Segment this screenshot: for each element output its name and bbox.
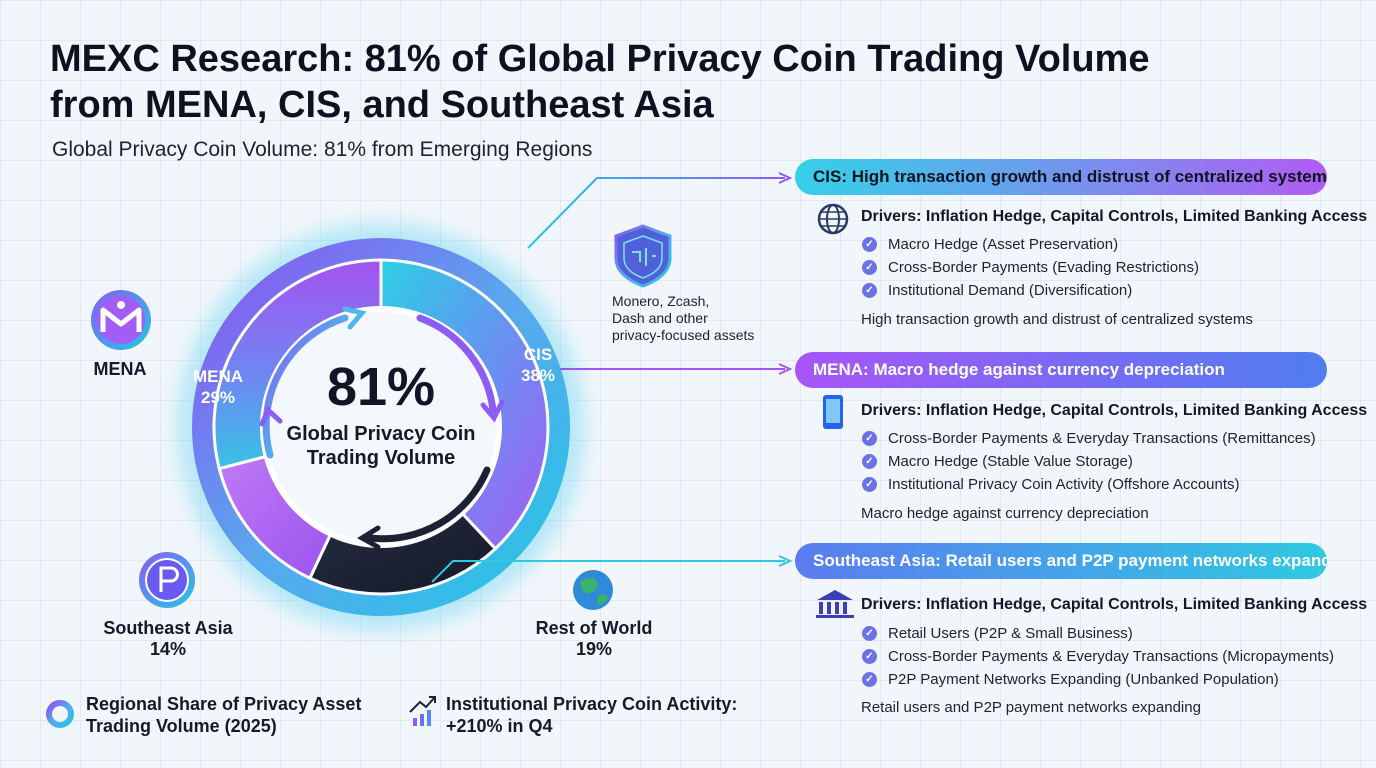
mena-outer-label: MENA — [93, 359, 147, 379]
list-item: ✓ Cross-Border Payments & Everyday Transa… — [862, 429, 1316, 452]
title-line-1: MEXC Research: 81% of Global Privacy Coi… — [50, 38, 1150, 80]
monero-icon — [91, 290, 151, 350]
donut-hole — [263, 309, 499, 545]
check-icon: ✓ — [862, 431, 877, 446]
privacy-assets-line-2: Dash and other — [612, 310, 708, 326]
shield-circuit-icon — [614, 224, 672, 288]
sea-outer-label: Southeast Asia 14% — [88, 618, 248, 660]
donut-legend-icon — [46, 700, 74, 728]
mena-drivers: Drivers: Inflation Hedge, Capital Contro… — [861, 402, 1368, 419]
sea-drivers: Drivers: Inflation Hedge, Capital Contro… — [861, 596, 1368, 613]
list-item: ✓ Cross-Border Payments (Evading Restrict… — [862, 258, 1199, 281]
bank-icon — [816, 590, 854, 618]
list-item: ✓ Institutional Demand (Diversification) — [862, 281, 1199, 304]
sea-outer-name: Southeast Asia — [103, 618, 233, 638]
subtitle: Global Privacy Coin Volume: 81% from Eme… — [52, 138, 593, 161]
legend-institutional-line-1: Institutional Privacy Coin Activity: — [446, 694, 738, 714]
title-line-2: from MENA, CIS, and Southeast Asia — [50, 84, 714, 126]
smartphone-icon — [823, 395, 843, 429]
check-icon: ✓ — [862, 626, 877, 641]
check-icon: ✓ — [862, 283, 877, 298]
cis-pill: CIS: High transaction growth and distrus… — [795, 159, 1327, 195]
center-value: 81% — [326, 357, 436, 417]
list-item: ✓ Retail Users (P2P & Small Business) — [862, 624, 1334, 647]
mena-note: Macro hedge against currency depreciatio… — [861, 505, 1149, 522]
page-title: MEXC Research: 81% of Global Privacy Coi… — [50, 36, 1250, 128]
network-globe-icon — [817, 203, 849, 235]
mena-slice-value: 29% — [200, 388, 236, 407]
sea-connector-line — [431, 560, 785, 583]
cycle-arrows-icon — [259, 306, 505, 550]
cis-bullet-list: ✓ Macro Hedge (Asset Preservation) ✓ Cross… — [862, 235, 1199, 304]
center-caption: Global Privacy Coin Trading Volume — [286, 423, 476, 469]
legend-share: Regional Share of Privacy Asset Trading … — [86, 693, 361, 737]
mena-slice-name: MENA — [192, 367, 244, 386]
list-item: ✓ Institutional Privacy Coin Activity (Of… — [862, 475, 1316, 498]
row-outer-name: Rest of World — [535, 618, 653, 638]
legend-share-line-1: Regional Share of Privacy Asset — [86, 694, 362, 714]
sea-pill: Southeast Asia: Retail users and P2P pay… — [795, 543, 1327, 579]
donut-glow — [178, 224, 584, 630]
legend-share-line-2: Trading Volume (2025) — [86, 716, 277, 736]
donut-outer-ring — [192, 238, 570, 616]
privacy-coin-icon — [139, 552, 195, 608]
privacy-assets-line-3: privacy-focused assets — [612, 327, 755, 343]
mena-bullet-list: ✓ Cross-Border Payments & Everyday Transa… — [862, 429, 1316, 498]
cis-note: High transaction growth and distrust of … — [861, 311, 1253, 328]
donut-slices — [212, 258, 550, 596]
sea-note: Retail users and P2P payment networks ex… — [861, 699, 1201, 716]
mena-slice-label: MENA 29% — [180, 366, 256, 408]
cis-slice-label: CIS 38% — [505, 344, 571, 386]
globe-icon — [573, 570, 613, 610]
row-outer-value: 19% — [575, 639, 613, 659]
sea-connector-arrow — [778, 555, 793, 567]
trend-up-icon — [409, 696, 436, 726]
list-item: ✓ P2P Payment Networks Expanding (Unbanke… — [862, 670, 1334, 693]
sea-outer-value: 14% — [149, 639, 187, 659]
check-icon: ✓ — [862, 649, 877, 664]
check-icon: ✓ — [862, 237, 877, 252]
mena-connector-arrow — [778, 363, 793, 375]
cis-slice-name: CIS — [523, 345, 553, 364]
check-icon: ✓ — [862, 672, 877, 687]
row-outer-label: Rest of World 19% — [520, 618, 668, 660]
list-item: ✓ Cross-Border Payments & Everyday Transa… — [862, 647, 1334, 670]
check-icon: ✓ — [862, 454, 877, 469]
legend-institutional: Institutional Privacy Coin Activity: +21… — [446, 693, 737, 737]
privacy-assets-line-1: Monero, Zcash, — [612, 293, 710, 309]
cis-connector-line — [527, 177, 785, 249]
mena-pill: MENA: Macro hedge against currency depre… — [795, 352, 1327, 388]
privacy-assets-note: Monero, Zcash, Dash and other privacy-fo… — [612, 293, 782, 344]
cis-drivers: Drivers: Inflation Hedge, Capital Contro… — [861, 208, 1368, 225]
sea-bullet-list: ✓ Retail Users (P2P & Small Business) ✓ Cr… — [862, 624, 1334, 693]
list-item: ✓ Macro Hedge (Asset Preservation) — [862, 235, 1199, 258]
list-item: ✓ Macro Hedge (Stable Value Storage) — [862, 452, 1316, 475]
cis-slice-value: 38% — [520, 366, 556, 385]
check-icon: ✓ — [862, 477, 877, 492]
legend-institutional-line-2: +210% in Q4 — [446, 716, 553, 736]
cis-connector-arrow — [778, 172, 793, 184]
check-icon: ✓ — [862, 260, 877, 275]
